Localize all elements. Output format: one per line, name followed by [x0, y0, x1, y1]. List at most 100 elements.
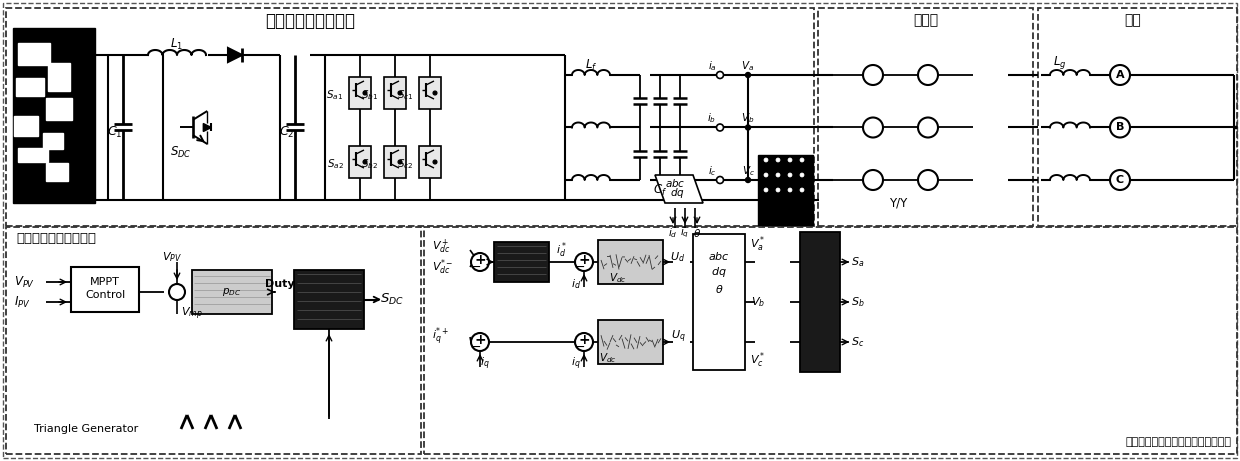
Bar: [424, 227, 1238, 454]
Circle shape: [717, 124, 723, 131]
Polygon shape: [655, 175, 703, 203]
Text: +: +: [578, 333, 590, 347]
Bar: [419, 146, 441, 178]
Text: $\theta$: $\theta$: [693, 227, 701, 239]
Text: $V_{PV}$: $V_{PV}$: [14, 274, 35, 290]
Circle shape: [787, 158, 792, 162]
Text: $\theta$: $\theta$: [714, 283, 723, 295]
Circle shape: [764, 188, 768, 192]
Text: $V_a^*$: $V_a^*$: [750, 234, 766, 254]
Bar: [14, 116, 38, 136]
Text: Duty: Duty: [265, 279, 295, 289]
Text: $S_{DC}$: $S_{DC}$: [170, 145, 192, 160]
Text: $U_d$: $U_d$: [671, 250, 686, 264]
Text: Triangle Generator: Triangle Generator: [33, 424, 138, 434]
Circle shape: [918, 170, 937, 190]
Text: 电网: 电网: [1125, 13, 1141, 27]
Text: A: A: [1116, 70, 1125, 80]
Circle shape: [433, 160, 436, 164]
Text: $S_c$: $S_c$: [852, 335, 864, 349]
Bar: [598, 320, 663, 364]
Text: $V_b$: $V_b$: [751, 295, 765, 309]
Circle shape: [471, 333, 489, 351]
Text: $S_a$: $S_a$: [852, 255, 864, 269]
Circle shape: [398, 91, 402, 95]
Circle shape: [575, 333, 593, 351]
Text: $V_{dc}$: $V_{dc}$: [599, 351, 616, 365]
Text: B: B: [1116, 123, 1125, 132]
Text: $C_f$: $C_f$: [653, 183, 667, 198]
Circle shape: [800, 158, 804, 162]
Bar: [348, 77, 371, 109]
Bar: [19, 148, 48, 162]
Text: $V_{dc}$: $V_{dc}$: [609, 271, 626, 285]
Text: $V_c$: $V_c$: [742, 164, 754, 178]
Text: $L_1$: $L_1$: [170, 36, 184, 52]
Circle shape: [363, 160, 367, 164]
Circle shape: [776, 158, 780, 162]
Text: $dq$: $dq$: [670, 186, 684, 200]
Circle shape: [1110, 170, 1130, 190]
Text: $S_{c2}$: $S_{c2}$: [397, 157, 413, 171]
Text: $abc$: $abc$: [665, 177, 686, 189]
Bar: [12, 28, 95, 203]
Text: −: −: [575, 260, 585, 273]
Circle shape: [918, 65, 937, 85]
Text: $i_d$: $i_d$: [570, 277, 582, 291]
Text: $V_a$: $V_a$: [742, 59, 754, 73]
Text: $S_b$: $S_b$: [851, 295, 864, 309]
Text: $V_b$: $V_b$: [742, 112, 755, 125]
Text: $U_q$: $U_q$: [671, 329, 686, 345]
Text: $i_c$: $i_c$: [708, 164, 717, 178]
Bar: [192, 270, 272, 314]
Circle shape: [1110, 118, 1130, 137]
Bar: [693, 234, 745, 370]
Text: $I_{PV}$: $I_{PV}$: [14, 295, 31, 309]
Bar: [6, 227, 422, 454]
Circle shape: [717, 71, 723, 78]
Text: $C_1$: $C_1$: [108, 125, 123, 140]
Text: $S_{a1}$: $S_{a1}$: [326, 88, 343, 102]
Bar: [294, 270, 365, 329]
Circle shape: [800, 173, 804, 177]
Circle shape: [745, 177, 750, 183]
Text: $V_{mp}$: $V_{mp}$: [181, 306, 203, 322]
Text: $S_{b1}$: $S_{b1}$: [361, 88, 378, 102]
Bar: [348, 146, 371, 178]
Circle shape: [471, 253, 489, 271]
Text: $i_q$: $i_q$: [681, 226, 689, 240]
Circle shape: [433, 91, 436, 95]
Circle shape: [169, 284, 185, 300]
Circle shape: [575, 253, 593, 271]
Bar: [6, 8, 813, 226]
Text: $S_{c1}$: $S_{c1}$: [397, 88, 413, 102]
Text: 并网逆变器电压、电流双闭环控制器: 并网逆变器电压、电流双闭环控制器: [1126, 437, 1233, 447]
Bar: [16, 78, 43, 96]
Bar: [818, 8, 1033, 226]
Circle shape: [863, 65, 883, 85]
Text: 最大功率点追踪控制器: 最大功率点追踪控制器: [16, 232, 95, 246]
Text: Y/Y: Y/Y: [889, 196, 908, 209]
Bar: [46, 163, 68, 181]
Circle shape: [764, 173, 768, 177]
Text: $i_q$: $i_q$: [480, 356, 490, 372]
Circle shape: [863, 170, 883, 190]
Bar: [46, 98, 72, 120]
Circle shape: [918, 118, 937, 137]
Circle shape: [745, 72, 750, 77]
Text: $V_{dc}^+$: $V_{dc}^+$: [432, 238, 450, 256]
Text: $i_b$: $i_b$: [708, 112, 717, 125]
Text: $i_q^{*+}$: $i_q^{*+}$: [432, 326, 449, 348]
Text: $abc$: $abc$: [708, 250, 730, 262]
Bar: [384, 146, 405, 178]
Bar: [71, 267, 139, 312]
Text: 变压器: 变压器: [913, 13, 939, 27]
Polygon shape: [203, 124, 211, 131]
Circle shape: [776, 188, 780, 192]
Bar: [758, 155, 813, 225]
Bar: [384, 77, 405, 109]
Text: −: −: [471, 341, 481, 354]
Text: $L_g$: $L_g$: [1053, 54, 1066, 71]
Text: $S_{DC}$: $S_{DC}$: [379, 292, 404, 307]
Text: +: +: [474, 333, 486, 347]
